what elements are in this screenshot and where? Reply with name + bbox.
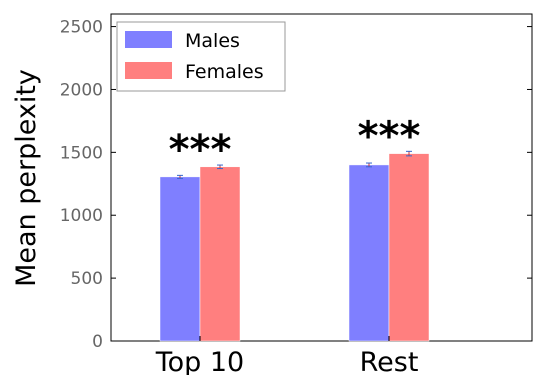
bar-males-rest	[348, 164, 390, 342]
bar-females-rest	[388, 153, 430, 342]
legend-swatch-females	[125, 62, 172, 79]
y-tick-label: 1000	[60, 206, 103, 226]
y-axis-label: Mean perplexity	[11, 69, 42, 287]
x-tick-label: Top 10	[155, 347, 245, 375]
significance-annotation: ***	[358, 113, 421, 159]
bar-females-top-10	[199, 166, 241, 342]
x-labels-group: Top 10 Rest	[155, 336, 419, 375]
bar-males-top-10	[159, 176, 201, 342]
legend-label-males: Males	[185, 30, 240, 52]
x-tick-label: Rest	[360, 347, 419, 375]
y-tick-label: 2000	[60, 80, 103, 100]
y-tick-label: 2500	[60, 18, 103, 38]
y-tick-label: 1500	[60, 143, 103, 163]
legend-swatch-males	[125, 31, 172, 48]
legend: Males Females	[116, 21, 286, 92]
annotations-group: *** ***	[169, 113, 421, 173]
y-ticks-group: 0 500 1000 1500 2000 2500	[60, 18, 532, 352]
y-tick-label: 0	[92, 332, 103, 352]
significance-annotation: ***	[169, 127, 232, 173]
y-tick-label: 500	[71, 269, 103, 289]
bars-group	[159, 150, 430, 342]
legend-label-females: Females	[185, 61, 264, 83]
